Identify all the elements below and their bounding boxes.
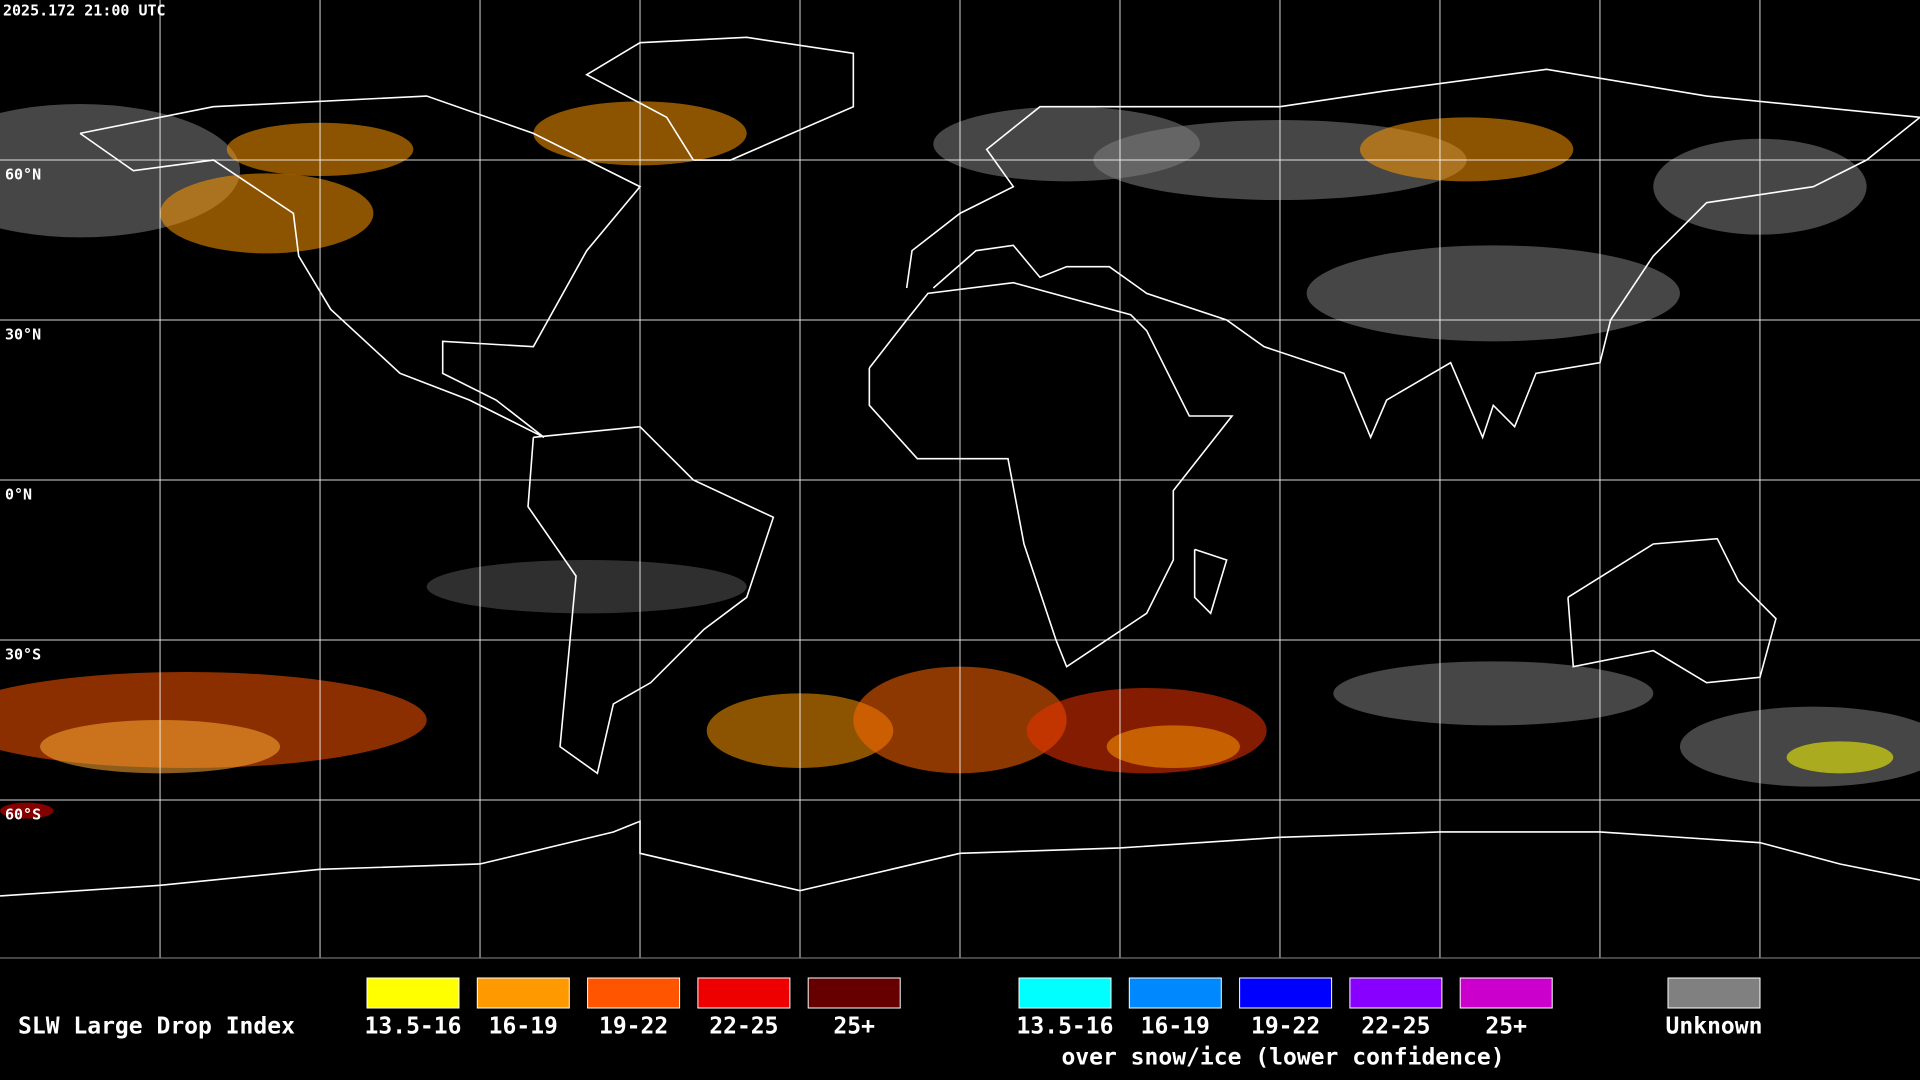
lat-labels: 60°N 30°N 0°N 30°S 60°S (5, 166, 41, 824)
legend-swatch (587, 977, 681, 1009)
cloud-blob (426, 559, 747, 614)
cloud-blob (1306, 245, 1680, 342)
coastline (1567, 537, 1777, 684)
legend-swatch (1239, 977, 1333, 1009)
legend-swatch (476, 977, 570, 1009)
cloud-blob (1106, 725, 1240, 768)
legend-label: 13.5-16 (1017, 1014, 1114, 1040)
legend-swatch (1667, 977, 1761, 1009)
legend-swatch (1018, 977, 1112, 1009)
legend-caption: over snow/ice (lower confidence) (1061, 1045, 1504, 1071)
lat-label: 30°S (5, 645, 41, 663)
coastline (79, 95, 642, 439)
legend-label: 16-19 (489, 1014, 558, 1040)
cloud-blob (0, 802, 54, 819)
lat-label: 30°N (5, 326, 41, 344)
legend-label: Unknown (1666, 1014, 1763, 1040)
legend-label: 25+ (1485, 1014, 1527, 1040)
timestamp: 2025.172 21:00 UTC (3, 2, 166, 20)
legend-swatch (1128, 977, 1222, 1009)
cloud-blob (1786, 741, 1894, 774)
lat-lon-grid (0, 0, 1920, 958)
cloud-blob (1333, 661, 1654, 726)
legend-swatch (697, 977, 791, 1009)
legend-label: 16-19 (1141, 1014, 1210, 1040)
coastline (1193, 548, 1228, 615)
legend-label: 19-22 (1251, 1014, 1320, 1040)
legend-label: 22-25 (709, 1014, 778, 1040)
lat-label: 0°N (5, 486, 32, 504)
legend-swatch (807, 977, 901, 1009)
coastlines (0, 36, 1920, 897)
legend-label: 25+ (833, 1014, 875, 1040)
lat-label: 60°N (5, 166, 41, 184)
legend-swatch (1459, 977, 1553, 1009)
legend-label: 13.5-16 (365, 1014, 462, 1040)
lat-label: 60°S (5, 805, 41, 823)
coastline (0, 820, 1920, 897)
legend-title: SLW Large Drop Index (18, 1014, 295, 1040)
legend-swatch (366, 977, 460, 1009)
legend: SLW Large Drop Index over snow/ice (lowe… (18, 977, 1763, 1071)
cloud-blob (1359, 117, 1574, 182)
cloud-field (0, 101, 1920, 819)
legend-swatch (1349, 977, 1443, 1009)
coastline (868, 281, 1234, 668)
cloud-blob (160, 173, 374, 254)
legend-label: 19-22 (599, 1014, 668, 1040)
legend-label: 22-25 (1361, 1014, 1430, 1040)
